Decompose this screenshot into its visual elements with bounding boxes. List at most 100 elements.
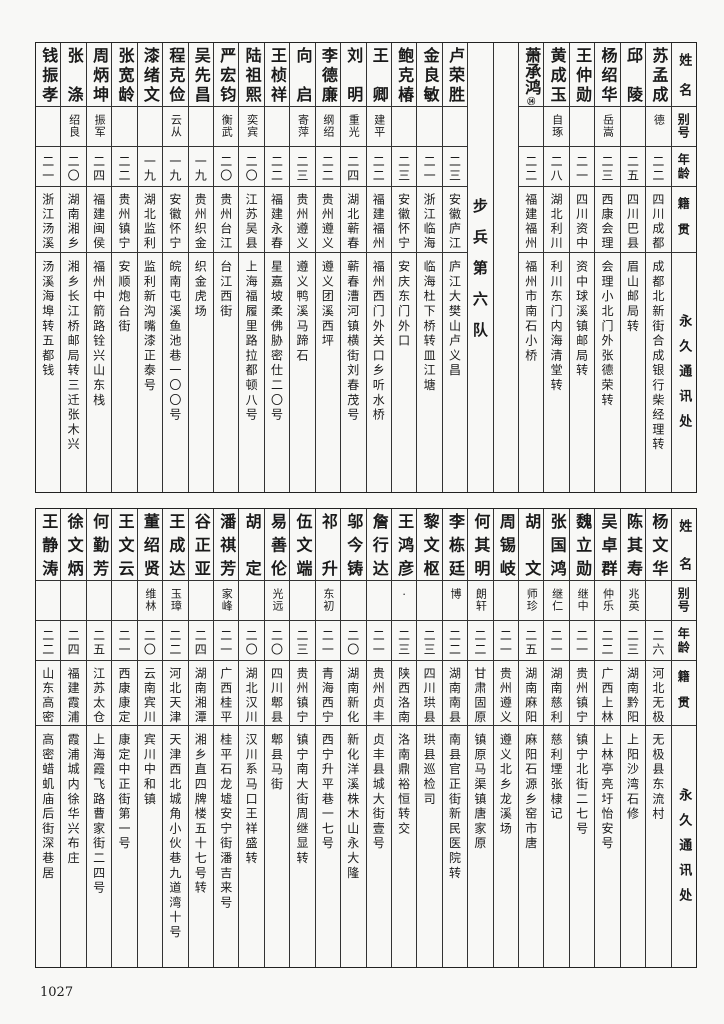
alias-cell: 家峰 — [213, 581, 239, 621]
address-text: 南县官正街新民医院转 — [447, 733, 462, 881]
native-cell: 贵州台江 — [213, 187, 239, 253]
alias-cell — [417, 107, 442, 147]
person-column: 张涤 绍良 二〇 湖南湘乡 湘乡长江桥邮局转三迁张木兴 — [60, 43, 86, 492]
alias-cell: 云从 — [163, 107, 188, 147]
name-text: 潘祺芳 — [217, 513, 237, 576]
native-text: 贵州镇宁 — [117, 193, 131, 251]
name-text: 何勤芳 — [90, 513, 110, 576]
header-column: 姓名 别号 年龄 籍贯 永久通讯处 — [670, 43, 696, 492]
native-text: 湖南湘乡 — [66, 193, 81, 251]
native-text: 广西上林 — [600, 667, 615, 725]
address-cell: 湘乡长江桥邮局转三迁张木兴 — [61, 253, 85, 492]
age-cell: 二二 — [36, 621, 61, 661]
address-cell: 汤溪海埠转五都钱 — [36, 253, 60, 492]
age-text: 二二 — [447, 629, 462, 657]
address-text: 台江西街 — [218, 260, 233, 320]
person-column: 卢荣胜 二三 安徽庐江 庐江大樊山卢义昌 — [441, 43, 468, 492]
native-cell: 湖南湘潭 — [188, 661, 213, 726]
person-column: 钱振孝 二一 浙江汤溪 汤溪海埠转五都钱 — [36, 43, 61, 492]
address-cell: 台江西街 — [214, 253, 238, 492]
age-cell: 二八 — [544, 147, 569, 187]
native-text: 四川巴县 — [625, 193, 640, 251]
section-label: 步兵第六队 — [470, 198, 489, 353]
address-cell: 上林亭亮圩怡安号 — [595, 726, 619, 967]
age-cell: 二六 — [646, 621, 671, 661]
alias-cell: 衡武 — [213, 107, 239, 147]
age-text: 二四 — [345, 155, 360, 183]
name-cell: 何勤芳 — [86, 509, 112, 581]
name-cell: 伍文端 — [290, 509, 315, 581]
age-text: 二一 — [320, 629, 335, 657]
name-text: 王成达 — [166, 513, 186, 576]
native-cell: 湖北利川 — [544, 187, 569, 253]
person-column: 李德廉 纲绍 二二 贵州遵义 遵义团溪西坪 — [314, 43, 341, 492]
address-cell: 遵义团溪西坪 — [316, 253, 340, 492]
age-cell: 二五 — [620, 147, 646, 187]
person-column: 祁升 东初 二一 青海西宁 西宁升平巷一七号 — [314, 509, 341, 967]
alias-cell: 岳嵩 — [595, 107, 620, 147]
name-cell: 向启 — [290, 43, 315, 107]
age-text: 二二 — [472, 629, 487, 657]
age-text: 二三 — [396, 629, 411, 657]
address-cell: 会理小北门外张德荣转 — [595, 253, 619, 492]
address-cell: 霞浦城内徐华兴布庄 — [61, 726, 85, 967]
address-text: 星嘉坡柔佛胁密仕二〇号 — [269, 260, 284, 423]
age-text: 二〇 — [244, 155, 259, 183]
native-cell: 福建霞浦 — [61, 661, 86, 726]
native-text: 贵州遵义 — [320, 193, 335, 251]
address-text: 安庆东门外口 — [396, 260, 411, 349]
name-text: 杨绍华 — [598, 47, 618, 102]
age-cell: 二一 — [213, 621, 239, 661]
alias-cell: 仲乐 — [595, 581, 620, 621]
alias-text: 自琢 — [550, 114, 564, 138]
native-text: 福建福州 — [371, 193, 386, 251]
person-column: 严宏钧 衡武 二〇 贵州台江 台江西街 — [212, 43, 239, 492]
native-text: 贵州台江 — [218, 193, 233, 251]
name-text: 董绍贤 — [140, 513, 160, 576]
name-cell: 周炳坤 — [86, 43, 112, 107]
native-text: 四川资中 — [574, 193, 589, 251]
name-text: 谷正亚 — [191, 513, 211, 576]
native-cell: 福建永春 — [264, 187, 290, 253]
person-column: 漆绪文 一九 湖北监利 监利新沟嘴漆正泰号 — [136, 43, 163, 492]
age-text: 二一 — [574, 629, 589, 657]
name-text: 胡文 — [522, 513, 542, 576]
person-column: 王桢祥 二二 福建永春 星嘉坡柔佛胁密仕二〇号 — [263, 43, 290, 492]
alias-text: 衡武 — [220, 114, 234, 138]
native-cell: 江苏吴县 — [239, 187, 264, 253]
native-cell: 湖南麻阳 — [519, 661, 544, 726]
name-cell: 严宏钧 — [213, 43, 239, 107]
alias-text: 光远 — [271, 588, 285, 612]
address-cell: 贞丰县城大街壹号 — [367, 726, 391, 967]
name-text: 祁升 — [318, 513, 338, 576]
native-text: 贵州织金 — [193, 193, 208, 251]
name-cell: 祁升 — [315, 509, 341, 581]
person-column: 向启 寄萍 二三 贵州遵义 遵义鸭溪马蹄石 — [289, 43, 315, 492]
person-column: 周锡岐 二一 贵州遵义 遵义北乡龙溪场 — [492, 509, 519, 967]
age-cell: 二四 — [341, 147, 366, 187]
name-text: 邬今铸 — [344, 513, 364, 576]
native-cell: 贵州遵义 — [315, 187, 341, 253]
name-text: 金良敏 — [420, 47, 440, 102]
age-text: 二二 — [650, 155, 665, 183]
address-cell: 康定中正街第一号 — [112, 726, 136, 967]
person-column: 黄成玉 自琢 二八 湖北利川 利川东门内海清堂转 — [543, 43, 569, 492]
alias-cell: 建平 — [366, 107, 391, 147]
name-cell: 萧承鸿 ⑭ — [519, 43, 544, 107]
alias-text: 师珍 — [525, 588, 539, 612]
native-text: 安徽怀宁 — [396, 193, 411, 251]
alias-text: 继仁 — [550, 588, 564, 612]
age-cell: 二一 — [493, 621, 519, 661]
native-cell: 安徽怀宁 — [163, 187, 188, 253]
alias-cell — [264, 107, 290, 147]
alias-cell — [391, 107, 417, 147]
native-text: 山东高密 — [40, 667, 55, 725]
native-text: 湖北汉川 — [244, 667, 259, 725]
age-text: 二三 — [625, 629, 640, 657]
alias-cell: 光远 — [264, 581, 290, 621]
person-column: 王文云 二一 西康康定 康定中正街第一号 — [111, 509, 137, 967]
name-cell: 谷正亚 — [188, 509, 213, 581]
address-text: 监利新沟嘴漆正泰号 — [142, 260, 157, 394]
name-text: 胡定 — [242, 513, 262, 576]
alias-text: 寄萍 — [296, 114, 310, 138]
